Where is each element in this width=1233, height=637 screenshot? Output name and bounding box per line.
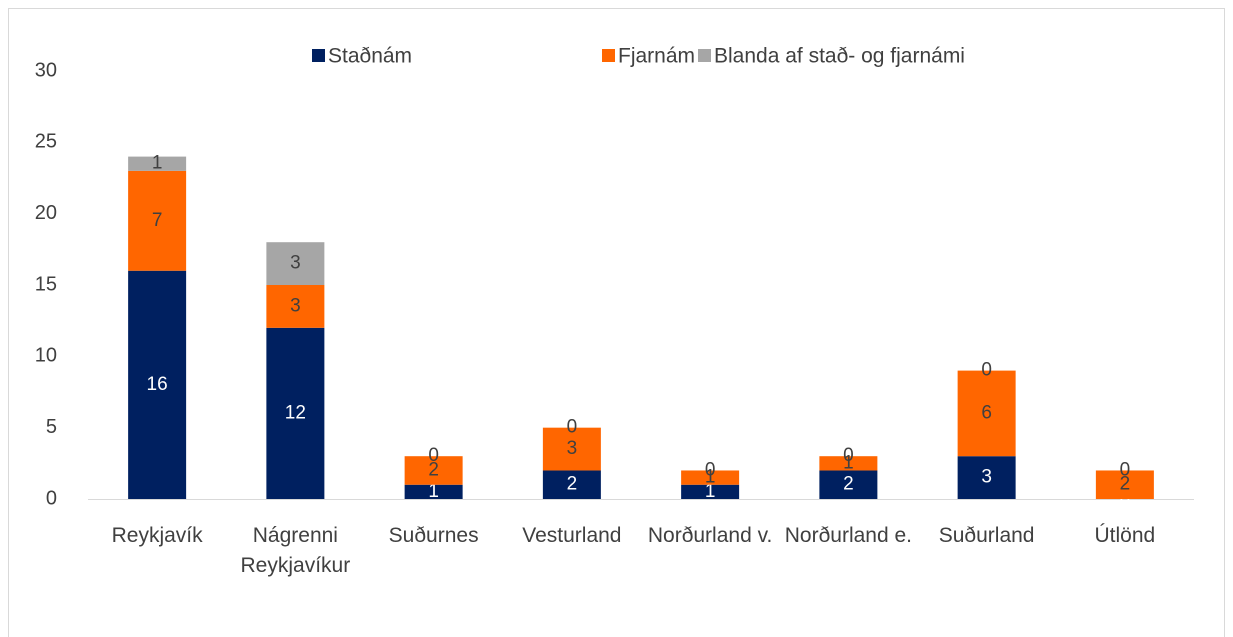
y-tick-label: 0 xyxy=(46,487,57,509)
legend-label: Blanda af stað- og fjarnámi xyxy=(714,45,965,68)
y-tick-label: 25 xyxy=(35,131,57,153)
data-label: 0 xyxy=(1120,459,1131,480)
bar-segment xyxy=(1095,470,1154,499)
data-label: 3 xyxy=(290,253,301,274)
x-tick-label: Útlönd xyxy=(1094,524,1156,547)
legend-swatch xyxy=(698,49,711,62)
data-label: 0 xyxy=(428,445,439,466)
bar-segment xyxy=(404,484,463,499)
bar-segment xyxy=(266,242,325,285)
x-tick-label: Suðurnes xyxy=(388,524,479,547)
x-tick-label: Reykjavík xyxy=(111,524,203,547)
bar-segment xyxy=(542,470,601,499)
data-label: 2 xyxy=(428,459,439,480)
data-label: 2 xyxy=(567,474,578,495)
bar-segment xyxy=(542,427,601,471)
x-tick-label: Vesturland xyxy=(522,524,622,547)
legend-label: Fjarnám xyxy=(618,45,695,68)
data-label: 12 xyxy=(285,402,306,423)
data-label: 6 xyxy=(981,402,992,423)
x-tick-label: Nágrenni Reykjavíkur xyxy=(240,524,351,577)
data-label: 7 xyxy=(152,210,163,231)
bar-segment xyxy=(266,285,325,328)
bar-segment xyxy=(681,484,740,499)
x-tick-label: Suðurland xyxy=(938,524,1035,547)
y-tick-label: 5 xyxy=(46,416,57,438)
data-label: 0 xyxy=(567,417,578,438)
y-tick-label: 30 xyxy=(35,59,57,81)
data-label: 1 xyxy=(705,467,716,488)
x-tick-label: Norðurland v. xyxy=(647,524,773,547)
bar-segment xyxy=(128,156,187,171)
bar-segment xyxy=(128,170,187,271)
y-tick-label: 10 xyxy=(35,345,57,367)
data-label: 3 xyxy=(567,438,578,459)
bar-segment xyxy=(681,470,740,485)
bar-segment xyxy=(404,456,463,485)
bar-segment xyxy=(819,470,878,499)
data-label: 16 xyxy=(147,374,168,395)
data-label: 1 xyxy=(843,452,854,473)
data-label: 0 xyxy=(705,459,716,480)
data-label: 1 xyxy=(705,481,716,502)
data-label: 3 xyxy=(981,467,992,488)
legend-swatch xyxy=(602,49,615,62)
data-label: 0 xyxy=(843,445,854,466)
data-label: 1 xyxy=(152,153,163,174)
y-tick-label: 15 xyxy=(35,273,57,295)
bar-segment xyxy=(957,370,1016,457)
chart-border xyxy=(8,8,1225,637)
data-label: 3 xyxy=(290,295,301,316)
legend-label: Staðnám xyxy=(328,45,412,68)
x-tick-label: Norðurland e. xyxy=(784,524,912,547)
data-label: 1 xyxy=(428,481,439,502)
bar-segment xyxy=(819,456,878,471)
data-label: 2 xyxy=(1120,474,1131,495)
y-tick-label: 20 xyxy=(35,202,57,224)
legend-swatch xyxy=(312,49,325,62)
bar-segment xyxy=(266,327,325,499)
data-label: 2 xyxy=(843,474,854,495)
bar-segment xyxy=(957,456,1016,499)
data-label: 0 xyxy=(981,360,992,381)
bar-segment xyxy=(128,270,187,499)
